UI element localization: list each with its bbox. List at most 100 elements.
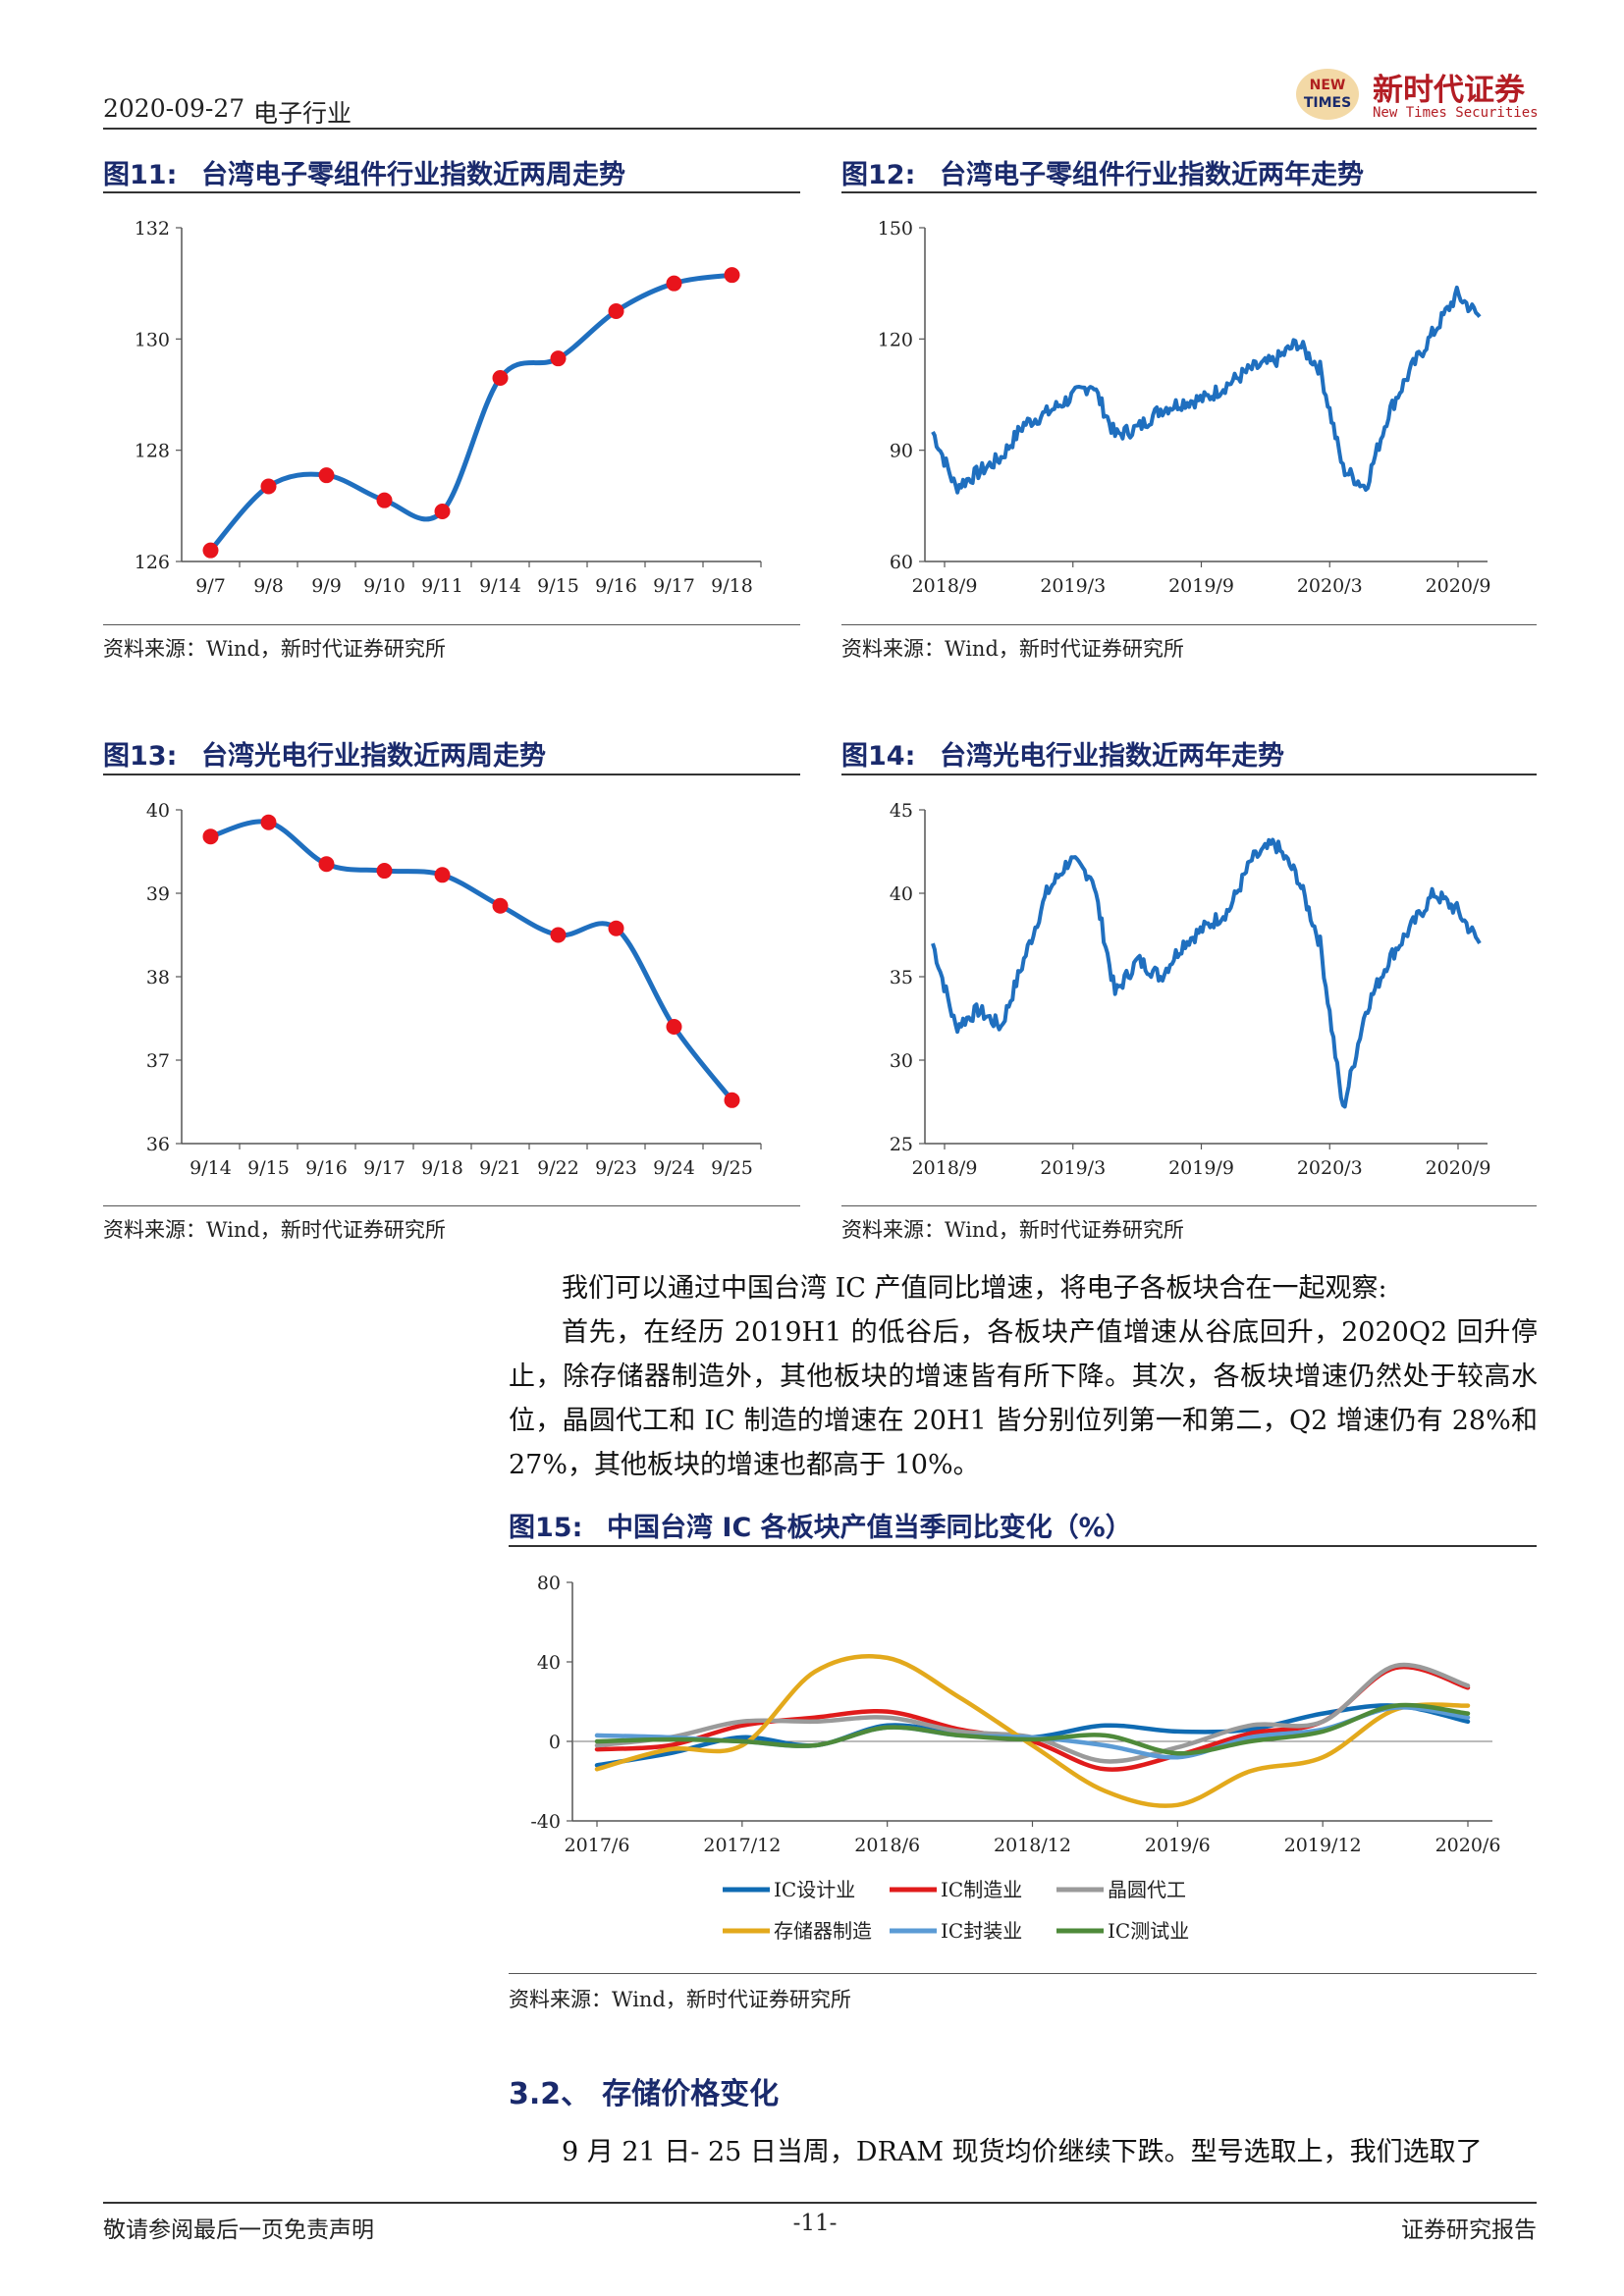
fig12-y-tick-label: 120 xyxy=(878,329,913,350)
fig15-legend-label: IC设计业 xyxy=(774,1878,855,1901)
fig15-legend-label: IC测试业 xyxy=(1108,1919,1189,1943)
fig13-y-tick-label: 40 xyxy=(146,800,170,822)
fig11-bottom-rule xyxy=(103,624,800,625)
fig15-title-rule xyxy=(509,1545,1537,1547)
fig13-x-tick-label: 9/21 xyxy=(479,1157,521,1179)
fig12-y-tick-label: 150 xyxy=(878,218,913,240)
fig11-title-text: 台湾电子零组件行业指数近两周走势 xyxy=(201,160,625,190)
fig12-x-tick-label: 2020/3 xyxy=(1297,575,1363,597)
fig11-x-tick-label: 9/7 xyxy=(195,575,226,597)
fig12-title-rule xyxy=(841,191,1537,193)
fig11-x-tick-label: 9/18 xyxy=(711,575,753,597)
fig11-y-tick-label: 128 xyxy=(135,441,170,462)
fig11-data-point xyxy=(376,492,393,508)
fig14-y-tick-label: 35 xyxy=(890,967,913,988)
paragraph-1: 我们可以通过中国台湾 IC 产值同比增速，将电子各板块合在一起观察: xyxy=(562,1273,1387,1304)
fig15-legend-label: IC封装业 xyxy=(941,1919,1022,1943)
fig11-title: 图11: 台湾电子零组件行业指数近两周走势 xyxy=(103,153,625,191)
fig13-data-point xyxy=(260,814,277,830)
fig11-x-tick-label: 9/8 xyxy=(253,575,284,597)
fig15-x-tick-label: 2019/6 xyxy=(1145,1835,1211,1856)
fig15-x-tick-label: 2019/12 xyxy=(1284,1835,1362,1856)
fig11-x-tick-label: 9/17 xyxy=(653,575,695,597)
fig13-x-tick-label: 9/15 xyxy=(247,1157,290,1179)
fig14-y-tick-label: 30 xyxy=(890,1050,913,1072)
company-logo: NEW TIMES 新时代证券 New Times Securities xyxy=(1296,65,1591,126)
fig12-x-tick-label: 2019/9 xyxy=(1168,575,1234,597)
fig15-legend-label: 晶圆代工 xyxy=(1108,1878,1186,1901)
fig11-title-rule xyxy=(103,191,800,193)
fig13-x-tick-label: 9/25 xyxy=(711,1157,753,1179)
fig15-title-text: 中国台湾 IC 各板块产值当季同比变化（%） xyxy=(607,1513,1132,1543)
fig11-x-tick-label: 9/15 xyxy=(537,575,579,597)
logo-company-en: New Times Securities xyxy=(1373,105,1539,121)
fig12-bottom-rule xyxy=(841,624,1537,625)
section-number: 3.2、 xyxy=(509,2077,591,2111)
fig11-y-tick-label: 126 xyxy=(135,552,170,573)
logo-mark-line2: TIMES xyxy=(1303,95,1352,111)
fig14-y-tick-label: 45 xyxy=(890,800,913,822)
fig15-x-tick-label: 2018/6 xyxy=(854,1835,920,1856)
fig13-x-tick-label: 9/17 xyxy=(363,1157,406,1179)
fig12-title: 图12: 台湾电子零组件行业指数近两年走势 xyxy=(841,153,1364,191)
fig14-x-tick-label: 2019/3 xyxy=(1040,1157,1106,1179)
fig13-x-tick-label: 9/16 xyxy=(305,1157,348,1179)
footer-disclaimer: 敬请参阅最后一页免责声明 xyxy=(103,2217,374,2243)
paragraph-2: 首先，在经历 2019H1 的低谷后，各板块产值增速从谷底回升，2020Q2 回… xyxy=(509,1317,1538,1480)
fig14-source: 资料来源：Wind，新时代证券研究所 xyxy=(841,1218,1184,1242)
fig11-data-point xyxy=(260,478,277,495)
header-rule xyxy=(103,128,1537,130)
fig13-x-tick-label: 9/18 xyxy=(421,1157,463,1179)
fig14-series-line xyxy=(931,837,1482,1109)
fig11-y-tick-label: 132 xyxy=(135,218,170,240)
fig13-chart: 36 37 38 39 40 9/14 9/15 9/16 9/17 9/18 9/21 9/22 9/… xyxy=(146,800,762,1179)
fig12-x-tick-label: 2019/3 xyxy=(1040,575,1106,597)
fig15-series-line xyxy=(594,1702,1471,1756)
fig14-x-tick-label: 2019/9 xyxy=(1168,1157,1234,1179)
fig13-x-tick-label: 9/24 xyxy=(653,1157,695,1179)
fig13-series-line xyxy=(208,819,734,1103)
fig11-x-tick-label: 9/9 xyxy=(311,575,342,597)
fig11-series-line xyxy=(208,272,734,554)
fig13-title-text: 台湾光电行业指数近两周走势 xyxy=(201,741,546,772)
logo-company-cn: 新时代证券 xyxy=(1373,73,1525,108)
fig13-y-tick-label: 38 xyxy=(146,967,170,988)
fig14-x-tick-label: 2018/9 xyxy=(912,1157,978,1179)
fig12-y-tick-label: 90 xyxy=(890,441,913,462)
fig15-legend-label: IC制造业 xyxy=(941,1878,1022,1901)
fig15-chart: -40 0 40 80 2017/6 2017/12 2018/6 2018/12 2019/6… xyxy=(530,1573,1500,1943)
fig15-series-line xyxy=(594,1654,1471,1808)
fig11-data-point xyxy=(318,467,335,484)
fig13-data-point xyxy=(550,927,567,943)
fig11-data-point xyxy=(550,350,567,367)
fig14-title-rule xyxy=(841,774,1537,775)
fig15-label: 图15: xyxy=(509,1513,583,1543)
fig11-data-point xyxy=(608,303,624,319)
fig11-x-tick-label: 9/14 xyxy=(479,575,521,597)
fig13-data-point xyxy=(376,863,393,880)
fig11-y-tick-label: 130 xyxy=(135,329,170,350)
fig15-x-tick-label: 2017/12 xyxy=(703,1835,781,1856)
fig13-data-point xyxy=(492,897,509,914)
fig11-x-tick-label: 9/16 xyxy=(595,575,637,597)
fig13-x-tick-label: 9/22 xyxy=(537,1157,579,1179)
section-title: 存储价格变化 xyxy=(602,2077,780,2111)
fig15-y-tick-label: 0 xyxy=(549,1732,561,1753)
fig13-y-tick-label: 36 xyxy=(146,1134,170,1155)
fig11-x-tick-label: 9/10 xyxy=(363,575,406,597)
fig14-y-tick-label: 25 xyxy=(890,1134,913,1155)
fig14-x-tick-label: 2020/3 xyxy=(1297,1157,1363,1179)
footer-rule xyxy=(103,2202,1537,2204)
footer-page-number: -11- xyxy=(792,2211,838,2236)
fig12-title-text: 台湾电子零组件行业指数近两年走势 xyxy=(940,160,1364,190)
fig15-title: 图15: 中国台湾 IC 各板块产值当季同比变化（%） xyxy=(509,1506,1132,1544)
fig13-y-tick-label: 37 xyxy=(146,1050,170,1072)
fig12-y-tick-label: 60 xyxy=(890,552,913,573)
fig12-x-tick-label: 2018/9 xyxy=(912,575,978,597)
fig12-source: 资料来源：Wind，新时代证券研究所 xyxy=(841,637,1184,661)
fig12-series-line xyxy=(931,285,1482,495)
logo-mark-line1: NEW xyxy=(1309,78,1346,93)
footer-report-type: 证券研究报告 xyxy=(1401,2217,1537,2243)
fig13-y-tick-label: 39 xyxy=(146,883,170,905)
logo-mark: NEW TIMES xyxy=(1296,69,1359,120)
